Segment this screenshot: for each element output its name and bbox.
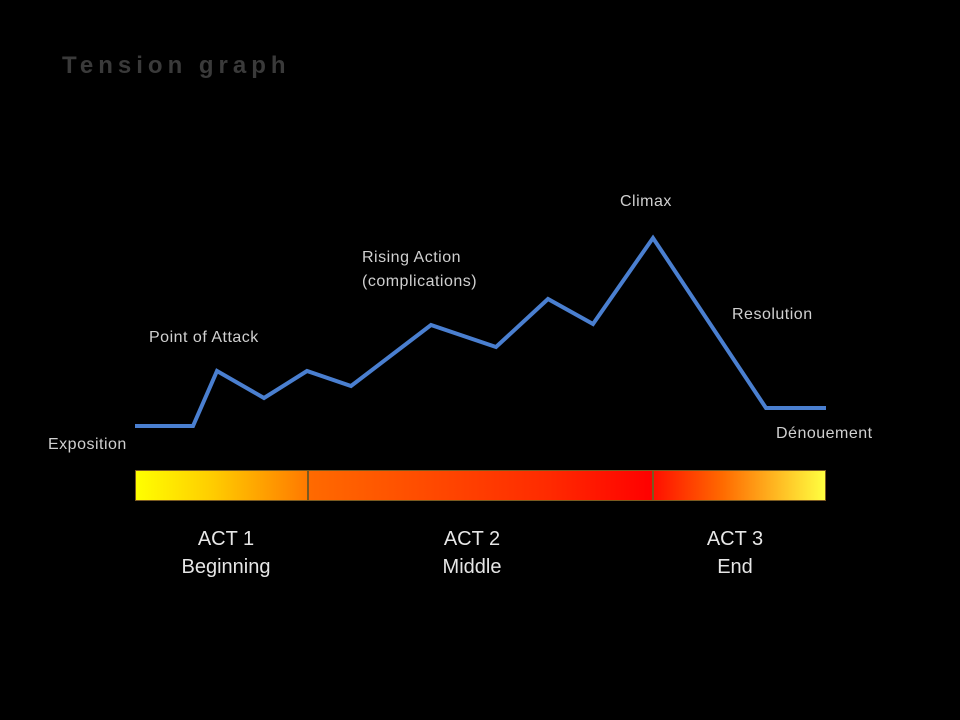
act-1-bar bbox=[135, 470, 308, 501]
label-rising-action-line1: Rising Action bbox=[362, 249, 461, 266]
act-2-name: Middle bbox=[442, 556, 502, 578]
act-1-name: Beginning bbox=[181, 556, 271, 578]
label-denouement: Dénouement bbox=[776, 425, 873, 442]
act-2-number: ACT 2 bbox=[443, 528, 501, 550]
label-climax: Climax bbox=[620, 193, 672, 210]
act-3-bar bbox=[653, 470, 826, 501]
act-3-label: ACT 3 End bbox=[655, 525, 815, 581]
label-resolution: Resolution bbox=[732, 306, 813, 323]
label-rising-action: Rising Action (complications) bbox=[362, 246, 477, 294]
tension-line bbox=[135, 234, 826, 428]
act-2-bar bbox=[308, 470, 653, 501]
diagram-title: Tension graph bbox=[62, 52, 291, 79]
act-1-label: ACT 1 Beginning bbox=[146, 525, 306, 581]
act-1-number: ACT 1 bbox=[197, 528, 255, 550]
act-3-number: ACT 3 bbox=[706, 528, 764, 550]
act-2-label: ACT 2 Middle bbox=[392, 525, 552, 581]
act-3-name: End bbox=[717, 556, 753, 578]
label-rising-action-line2: (complications) bbox=[362, 273, 478, 290]
label-exposition: Exposition bbox=[48, 436, 127, 453]
label-point-of-attack: Point of Attack bbox=[149, 329, 259, 346]
